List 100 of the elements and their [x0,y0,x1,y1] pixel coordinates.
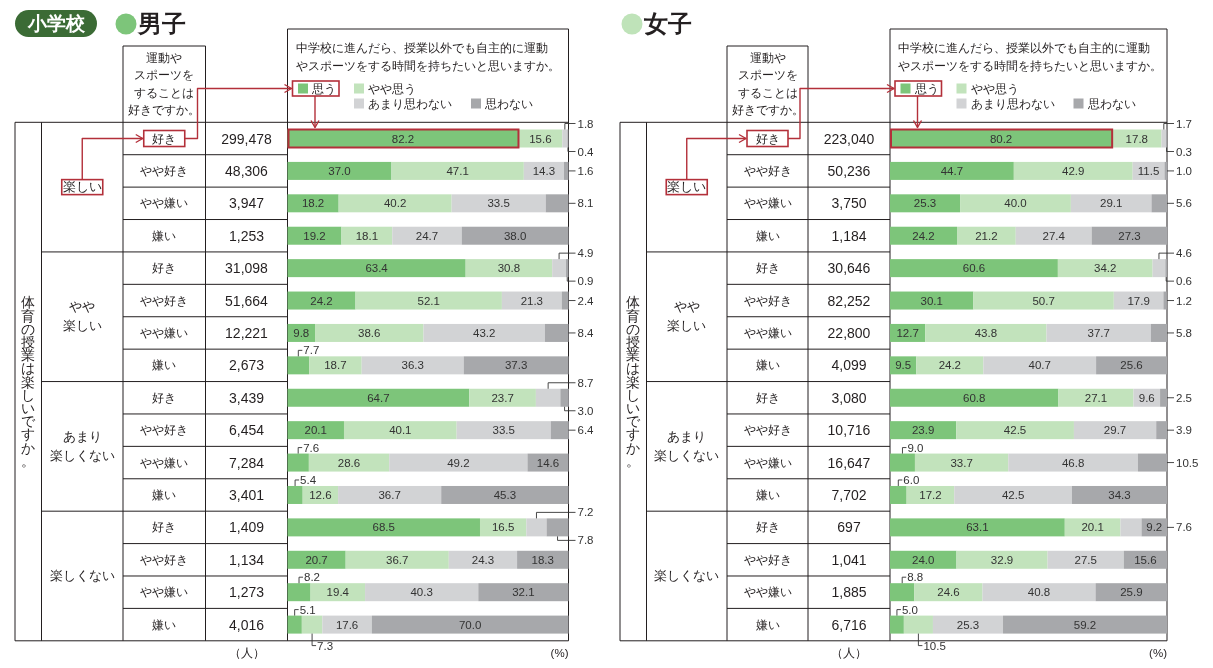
data-label: 7.6 [1176,521,1192,534]
data-label: 8.1 [577,197,594,210]
data-label: 20.1 [1081,521,1104,534]
data-label: 2.5 [1176,391,1192,404]
bar [287,550,346,569]
data-label: 0.6 [1176,275,1192,288]
bar [550,421,569,440]
data-label: 40.3 [410,586,433,599]
data-label: 24.3 [471,553,495,566]
data-label: 36.7 [386,553,409,566]
y-tick-label: やや嫌い [140,455,189,470]
data-label: 27.4 [1042,229,1066,242]
bar [925,323,1047,342]
data-label: 3.9 [1176,424,1192,437]
y-tick-label: やや好き [743,552,792,567]
data-label: 45.3 [493,488,517,501]
data-label: 42.5 [1001,488,1025,501]
y2-tick-label: 299,478 [221,130,273,147]
bar [322,615,372,634]
data-label: 7.2 [577,506,594,519]
y-tick-label: 嫌い [152,487,177,502]
data-label: 36.7 [378,488,401,501]
bar [1003,615,1167,634]
bar [423,323,545,342]
bar [1160,388,1167,407]
bar [1156,421,1167,440]
legend-label: やや思う [970,81,1019,96]
bar [1091,226,1168,245]
data-label: 6.4 [577,424,595,437]
bar [448,550,518,569]
bar [451,194,546,213]
data-label: 10.5 [1176,456,1199,469]
y-tick-label: 嫌い [755,487,780,502]
data-label: 5.6 [1176,197,1192,210]
data-label: 33.5 [487,197,510,210]
data-label: 7.6 [303,441,320,454]
bar [478,583,569,602]
data-label: 15.6 [1134,553,1157,566]
bar [287,259,466,278]
y-tick-label: やや好き [140,163,189,178]
data-label: 7.3 [317,639,334,652]
y2-tick-label: 1,184 [831,227,867,244]
bar [309,356,362,375]
data-label: 25.3 [913,197,937,210]
bar [545,194,569,213]
bar [890,583,915,602]
bar [456,421,551,440]
data-label: 70.0 [458,618,482,631]
bar [956,550,1048,569]
data-label: 30.8 [497,262,521,275]
y-tick-label: やや嫌い [743,455,792,470]
bar [1152,259,1166,278]
bar [1046,323,1151,342]
bar [392,226,462,245]
data-label: 6.0 [903,473,920,486]
y-tick-label: やや嫌い [140,325,189,340]
data-label: 32.1 [512,586,535,599]
bar [371,615,569,634]
y2-tick-label: 3,401 [228,486,265,503]
y-tick-label: 嫌い [152,228,177,243]
bar [932,615,1004,634]
bar [287,615,302,634]
data-label: 3.0 [577,404,594,417]
bar [1047,550,1124,569]
y2-tick-label: 2,673 [228,357,265,374]
data-label: 15.6 [529,132,552,145]
data-label: 32.9 [990,553,1014,566]
y2-tick-label: 4,016 [228,616,265,633]
y-tick-label: 嫌い [152,358,177,373]
bar [914,583,983,602]
data-label: 7.7 [303,344,320,357]
data-label: 17.6 [335,618,359,631]
y-tick-label: 嫌い [755,617,780,632]
y-tick-label: 嫌い [755,358,780,373]
bar [287,388,470,407]
bar [469,388,536,407]
data-label: 9.5 [895,359,912,372]
bar [560,388,569,407]
data-label: 20.1 [304,424,327,437]
y2-tick-label: 1,409 [228,519,265,536]
data-label: 19.4 [326,586,350,599]
data-label: 7.8 [577,534,594,547]
text: 女子 [643,9,692,37]
data-label: 5.1 [299,603,316,616]
data-label: 33.5 [492,424,515,437]
bar [463,356,569,375]
bar [903,615,933,634]
legend-label: 思う [311,81,336,96]
bar [308,453,390,472]
bar [1058,388,1134,407]
bar [957,226,1016,245]
bar [287,161,392,180]
bar [338,485,442,504]
data-label: 9.0 [907,441,924,454]
data-label: 37.3 [504,359,528,372]
bar [1120,518,1142,537]
data-label: 11.5 [1137,164,1160,177]
bar [564,161,569,180]
y-tick-label: 好き [152,390,177,405]
data-label: 82.2 [391,132,415,145]
